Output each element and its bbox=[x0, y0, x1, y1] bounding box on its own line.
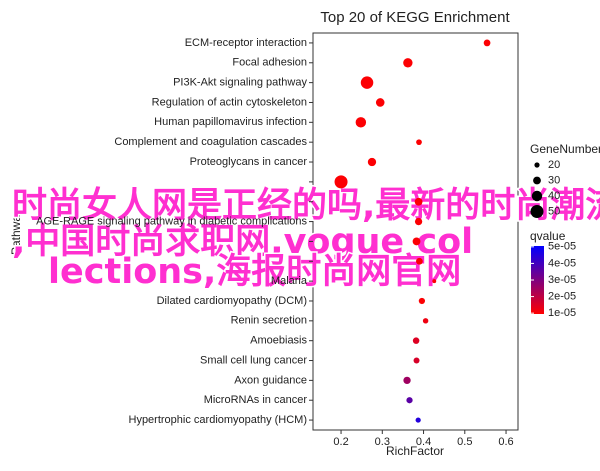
y-tick-label: Regulation of actin cytoskeleton bbox=[152, 96, 307, 108]
color-bar bbox=[531, 246, 544, 314]
y-tick-label: Focal adhesion bbox=[232, 57, 307, 69]
bubble bbox=[412, 237, 421, 246]
bubble bbox=[414, 217, 423, 226]
bubble bbox=[432, 279, 437, 284]
color-tick-label: 5e-05 bbox=[548, 241, 576, 253]
y-tick-label: Proteoglycans in cancer bbox=[190, 156, 308, 168]
y-tick-label: Renin secretion bbox=[231, 315, 307, 327]
bubble bbox=[412, 337, 420, 344]
overlay-text: ,中国时尚求职网,vogue col bbox=[12, 222, 473, 262]
bubble bbox=[334, 175, 348, 189]
x-axis-title: RichFactor bbox=[386, 444, 444, 458]
y-tick-label: ECM-receptor interaction bbox=[185, 37, 307, 49]
bubble bbox=[483, 39, 491, 47]
y-tick-label: Small cell lung cancer bbox=[200, 354, 307, 366]
bubble bbox=[416, 139, 422, 146]
y-tick-label: Malaria bbox=[271, 275, 308, 287]
y-tick-label: Human papillomavirus infection bbox=[154, 116, 307, 128]
y-tick-label: PI3K-Akt signaling pathway bbox=[173, 77, 307, 89]
size-legend-dot bbox=[534, 162, 540, 168]
bubble bbox=[418, 297, 426, 305]
size-legend-label: 40 bbox=[548, 190, 560, 202]
color-tick-label: 3e-05 bbox=[548, 274, 576, 286]
y-tick-label: Axon guidance bbox=[234, 374, 307, 386]
overlay: 时尚女人网是正经的吗,最新的时尚潮流,中国时尚求职网,vogue collect… bbox=[11, 184, 600, 294]
color-tick-label: 1e-05 bbox=[548, 307, 576, 319]
bubble bbox=[413, 357, 420, 364]
x-tick-label: 0.5 bbox=[457, 436, 472, 448]
size-legend-title: GeneNumber bbox=[530, 142, 600, 156]
size-legend-label: 50 bbox=[548, 205, 560, 217]
y-tick-label: MicroRNAs in cancer bbox=[204, 394, 308, 406]
bubble bbox=[367, 157, 377, 167]
bubble bbox=[360, 76, 374, 89]
y-tick-label: Complement and coagulation cascades bbox=[114, 136, 307, 148]
overlay-text: lections,海报时尚网官网 bbox=[48, 252, 461, 292]
bubble bbox=[422, 318, 429, 324]
size-legend-dot bbox=[531, 190, 543, 202]
x-tick-label: 0.6 bbox=[498, 436, 513, 448]
color-tick-label: 2e-05 bbox=[548, 290, 576, 302]
bubble bbox=[416, 257, 423, 265]
y-tick-label: AGE-RAGE signaling pathway in diabetic c… bbox=[36, 215, 307, 227]
overlay-text: 时尚女人网是正经的吗,最新的时尚潮流 bbox=[12, 185, 600, 226]
size-legend-label: 30 bbox=[548, 174, 560, 186]
bubble bbox=[403, 376, 411, 385]
size-legend-dot bbox=[530, 205, 544, 218]
bubble bbox=[406, 397, 413, 404]
plot-frame bbox=[312, 32, 519, 431]
size-legend-label: 20 bbox=[548, 159, 560, 171]
y-tick-label: Hypertrophic cardiomyopathy (HCM) bbox=[129, 414, 308, 426]
bubble bbox=[355, 117, 367, 128]
size-legend-dot bbox=[533, 176, 541, 185]
bubble bbox=[375, 98, 385, 107]
bubble bbox=[414, 197, 423, 206]
bubble bbox=[403, 58, 413, 68]
x-tick-label: 0.2 bbox=[333, 436, 348, 448]
x-tick-label: 0.3 bbox=[375, 436, 390, 448]
color-legend-title: qvalue bbox=[530, 229, 566, 243]
y-tick-label: Amoebiasis bbox=[250, 335, 307, 347]
chart-title: Top 20 of KEGG Enrichment bbox=[320, 9, 510, 26]
x-tick-label: 0.4 bbox=[416, 436, 431, 448]
y-axis-title: Pathway bbox=[9, 209, 23, 255]
bubble bbox=[415, 417, 421, 423]
color-tick-label: 4e-05 bbox=[548, 257, 576, 269]
y-tick-label: Dilated cardiomyopathy (DCM) bbox=[157, 295, 307, 307]
